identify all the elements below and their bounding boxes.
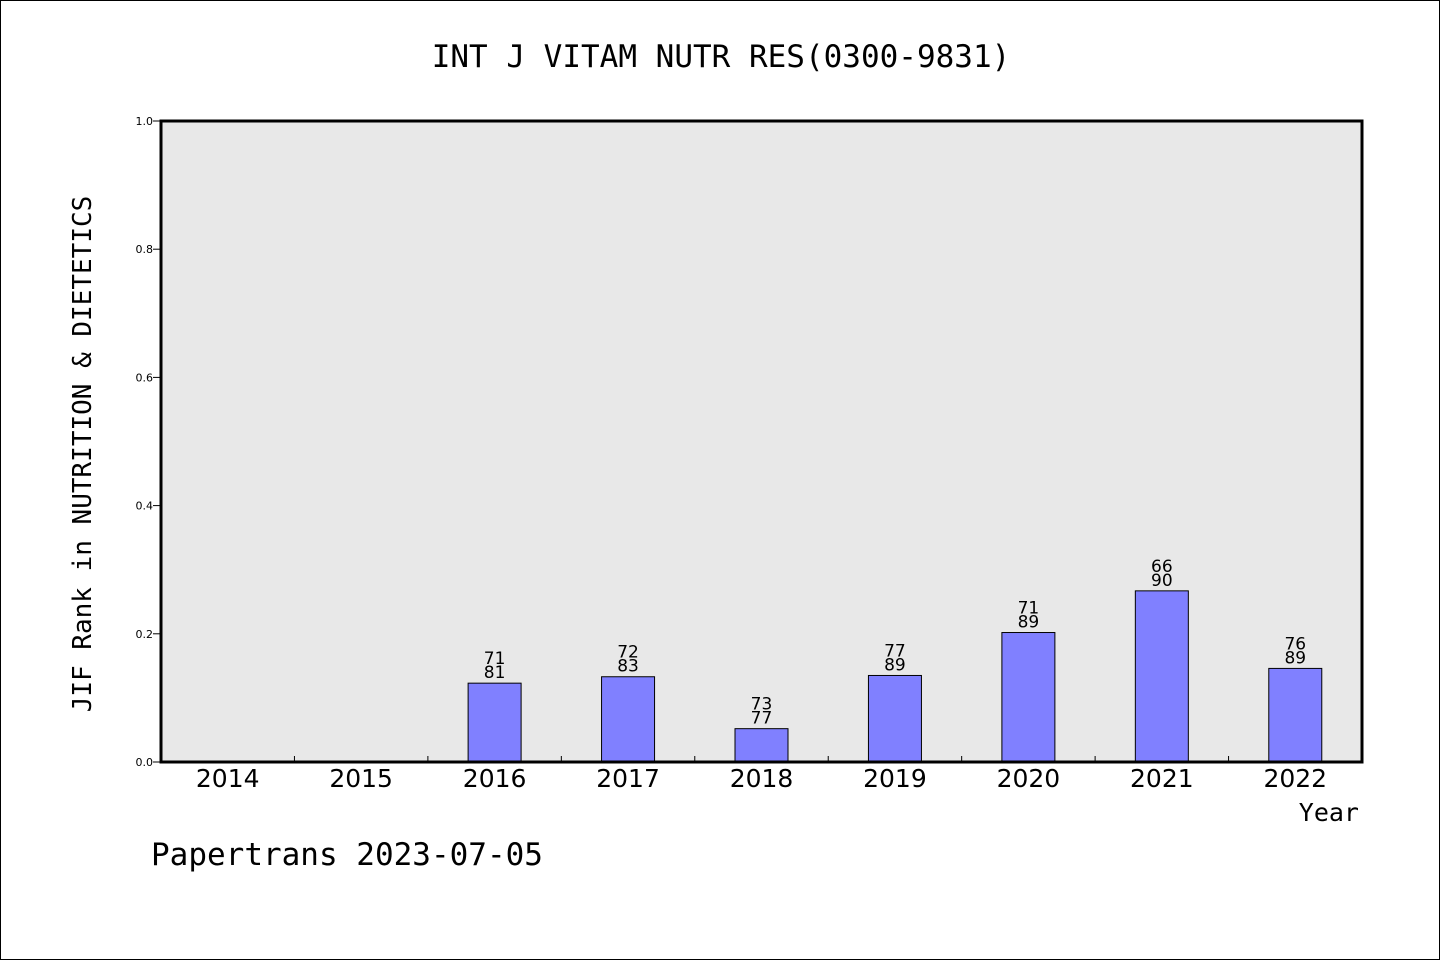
bar-label-rank: 76	[1284, 634, 1306, 654]
bar-label-rank: 72	[617, 643, 639, 663]
bar-label-total: 89	[1284, 648, 1306, 668]
y-tick-label: 0.6	[136, 371, 154, 384]
x-axis: 2014 2015 2016 2017 2018 2019 2020 2021 2022	[196, 756, 1327, 793]
x-tick-label: 2020	[997, 764, 1061, 793]
y-tick-label: 0.4	[136, 500, 154, 513]
bar-2020	[1001, 632, 1056, 763]
footer-text: Papertrans 2023-07-05	[151, 837, 543, 873]
bar-label-rank: 71	[1018, 599, 1040, 619]
x-axis-label: Year	[1299, 798, 1359, 827]
y-axis-label: JIF Rank in NUTRITION & DIETETICS	[68, 196, 98, 713]
bar-label-total: 89	[884, 655, 906, 675]
bars	[467, 590, 1323, 763]
bar-label-rank: 73	[751, 695, 773, 715]
x-tick-label: 2017	[596, 764, 660, 793]
x-tick-label: 2019	[863, 764, 927, 793]
bar-2016	[467, 682, 522, 763]
bar-label-total: 90	[1151, 571, 1173, 591]
x-tick-label: 2021	[1130, 764, 1194, 793]
y-tick-label: 0.0	[136, 756, 154, 769]
bar-label-rank: 71	[484, 649, 506, 669]
x-tick-label: 2022	[1263, 764, 1327, 793]
bar-2021	[1134, 590, 1189, 763]
y-tick-label: 1.0	[136, 115, 154, 128]
y-tick-label: 0.8	[136, 243, 154, 256]
bar-label-rank: 66	[1151, 557, 1173, 577]
bar-2017	[601, 676, 656, 763]
x-tick-label: 2016	[463, 764, 527, 793]
x-tick-label: 2014	[196, 764, 260, 793]
bar-label-rank: 77	[884, 641, 906, 661]
bar-label-total: 89	[1018, 613, 1040, 633]
bar-label-total: 77	[751, 709, 773, 729]
y-tick-label: 0.2	[136, 628, 154, 641]
y-axis: 0.0 0.2 0.4 0.6 0.8 1.0	[136, 115, 161, 769]
chart-title: INT J VITAM NUTR RES(0300-9831)	[432, 39, 1011, 75]
bar-2018	[734, 728, 789, 763]
bar-2019	[867, 674, 922, 763]
bar-2022	[1268, 667, 1323, 763]
bar-label-total: 83	[617, 657, 639, 677]
x-tick-label: 2015	[329, 764, 393, 793]
bar-label-total: 81	[484, 663, 506, 683]
x-tick-label: 2018	[730, 764, 794, 793]
plot-border	[159, 119, 1364, 764]
